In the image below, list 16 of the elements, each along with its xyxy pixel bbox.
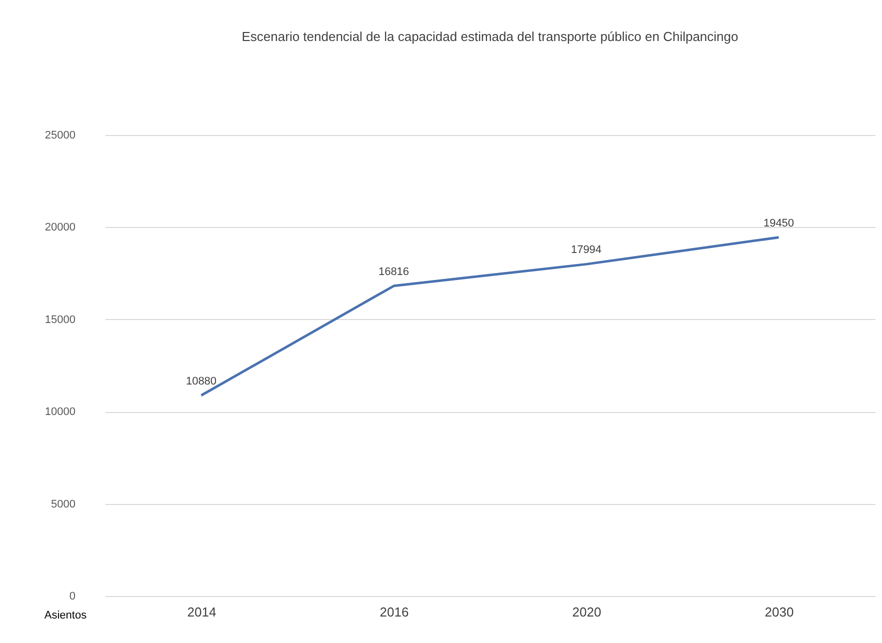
y-axis-title: Asientos — [44, 610, 88, 622]
x-tick-label: 2020 — [572, 604, 602, 620]
data-label: 10880 — [186, 375, 217, 388]
y-tick-label: 20000 — [44, 222, 76, 234]
x-tick-label: 2014 — [187, 604, 216, 620]
y-tick-label: 0 — [69, 590, 76, 602]
data-label: 16816 — [378, 266, 410, 278]
chart-title: Escenario tendencial de la capacidad estimada del transporte público en Chilpancingo — [242, 29, 738, 44]
x-tick-label: 2030 — [764, 604, 794, 620]
y-tick-label: 25000 — [44, 130, 76, 142]
y-tick-label: 15000 — [44, 314, 76, 326]
y-tick-label: 5000 — [51, 498, 76, 510]
data-label: 19450 — [763, 217, 794, 230]
x-tick-label: 2016 — [380, 604, 409, 620]
data-label: 17994 — [570, 244, 602, 256]
y-tick-label: 10000 — [44, 406, 76, 418]
